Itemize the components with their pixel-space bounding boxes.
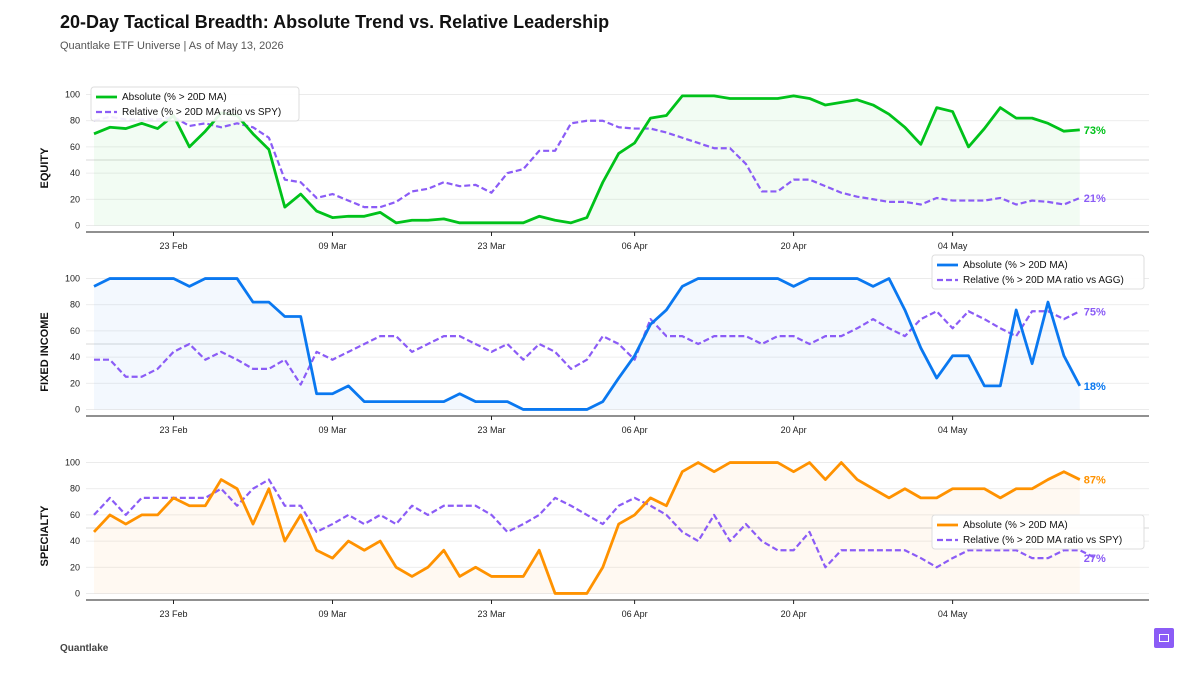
y-tick-label: 60 [70,326,80,336]
x-tick-label: 09 Mar [318,609,346,619]
legend: Absolute (% > 20D MA) Relative (% > 20D M… [931,254,1145,290]
x-tick-label: 23 Feb [159,609,187,619]
x-tick-label: 04 May [938,425,968,435]
absolute-area [94,95,1080,226]
legend-box [931,254,1145,290]
x-tick-label: 09 Mar [318,241,346,251]
legend-box [931,514,1145,550]
x-tick-label: 09 Mar [318,425,346,435]
legend: Absolute (% > 20D MA) Relative (% > 20D M… [90,86,300,122]
chart-subtitle: Quantlake ETF Universe | As of May 13, 2… [60,40,284,52]
absolute-series-line [93,94,1080,225]
x-tick-label: 04 May [938,241,968,251]
brand-footer: Quantlake [60,643,109,654]
y-tick-label: 0 [75,220,80,230]
x-tick-label: 20 Apr [781,425,807,435]
absolute-end-label: 73% [1084,125,1106,137]
legend-box [90,86,300,122]
y-tick-label: 100 [65,90,80,100]
relative-series-line [93,478,1097,569]
legend-label-absolute: Absolute (% > 20D MA) [122,92,227,103]
y-tick-label: 20 [70,194,80,204]
absolute-area [94,278,1080,410]
panel-equity: 0 20 40 60 80 100 23 Feb 09 Mar 23 Mar 06 Apr 20 A… [39,86,1149,251]
y-tick-label: 60 [70,142,80,152]
x-tick-label: 23 Mar [477,609,505,619]
x-tick-label: 23 Feb [159,425,187,435]
y-tick-label: 0 [75,404,80,414]
x-tick-label: 23 Mar [477,241,505,251]
relative-end-label: 75% [1084,306,1106,318]
y-tick-label: 20 [70,378,80,388]
legend-label-absolute: Absolute (% > 20D MA) [963,520,1068,531]
absolute-series-line [93,277,1082,411]
y-tick-label: 80 [70,116,80,126]
y-tick-label: 60 [70,510,80,520]
x-tick-label: 06 Apr [622,425,648,435]
legend-label-relative: Relative (% > 20D MA ratio vs AGG) [963,275,1124,286]
y-tick-label: 0 [75,588,80,598]
y-tick-label: 100 [65,458,80,468]
chart-title: 20-Day Tactical Breadth: Absolute Trend … [60,12,610,32]
relative-series-line [94,310,1081,386]
y-tick-label: 100 [65,274,80,284]
panel-fixed-income: 0 20 40 60 80 100 23 Feb 09 Mar 23 Mar 06 Apr 20 A… [39,254,1149,435]
x-tick-label: 06 Apr [622,241,648,251]
legend-label-absolute: Absolute (% > 20D MA) [963,260,1068,271]
y-tick-label: 40 [70,168,80,178]
panel-label: FIXED INCOME [39,312,51,391]
absolute-end-label: 18% [1084,381,1106,393]
panel-label: EQUITY [39,147,51,189]
brand-logo-icon [1154,628,1174,648]
legend-label-relative: Relative (% > 20D MA ratio vs SPY) [963,535,1122,546]
y-tick-label: 80 [70,300,80,310]
x-tick-label: 23 Mar [477,425,505,435]
panel-specialty: 0 20 40 60 80 100 23 Feb 09 Mar 23 Mar 06 Apr 20 A… [39,458,1149,619]
relative-end-label: 21% [1084,193,1106,205]
x-tick-label: 04 May [938,609,968,619]
y-tick-label: 40 [70,352,80,362]
absolute-series-line [92,461,1081,595]
panel-label: SPECIALTY [39,505,51,567]
legend: Absolute (% > 20D MA) Relative (% > 20D M… [931,514,1145,550]
x-tick-label: 23 Feb [159,241,187,251]
relative-series-line [93,115,1081,209]
absolute-end-label: 87% [1084,475,1106,487]
y-tick-label: 80 [70,484,80,494]
y-tick-label: 40 [70,536,80,546]
x-tick-label: 20 Apr [781,609,807,619]
relative-end-label: 27% [1084,553,1106,565]
absolute-area [94,462,1080,594]
x-tick-label: 06 Apr [622,609,648,619]
y-tick-label: 20 [70,562,80,572]
legend-label-relative: Relative (% > 20D MA ratio vs SPY) [122,107,281,118]
x-tick-label: 20 Apr [781,241,807,251]
